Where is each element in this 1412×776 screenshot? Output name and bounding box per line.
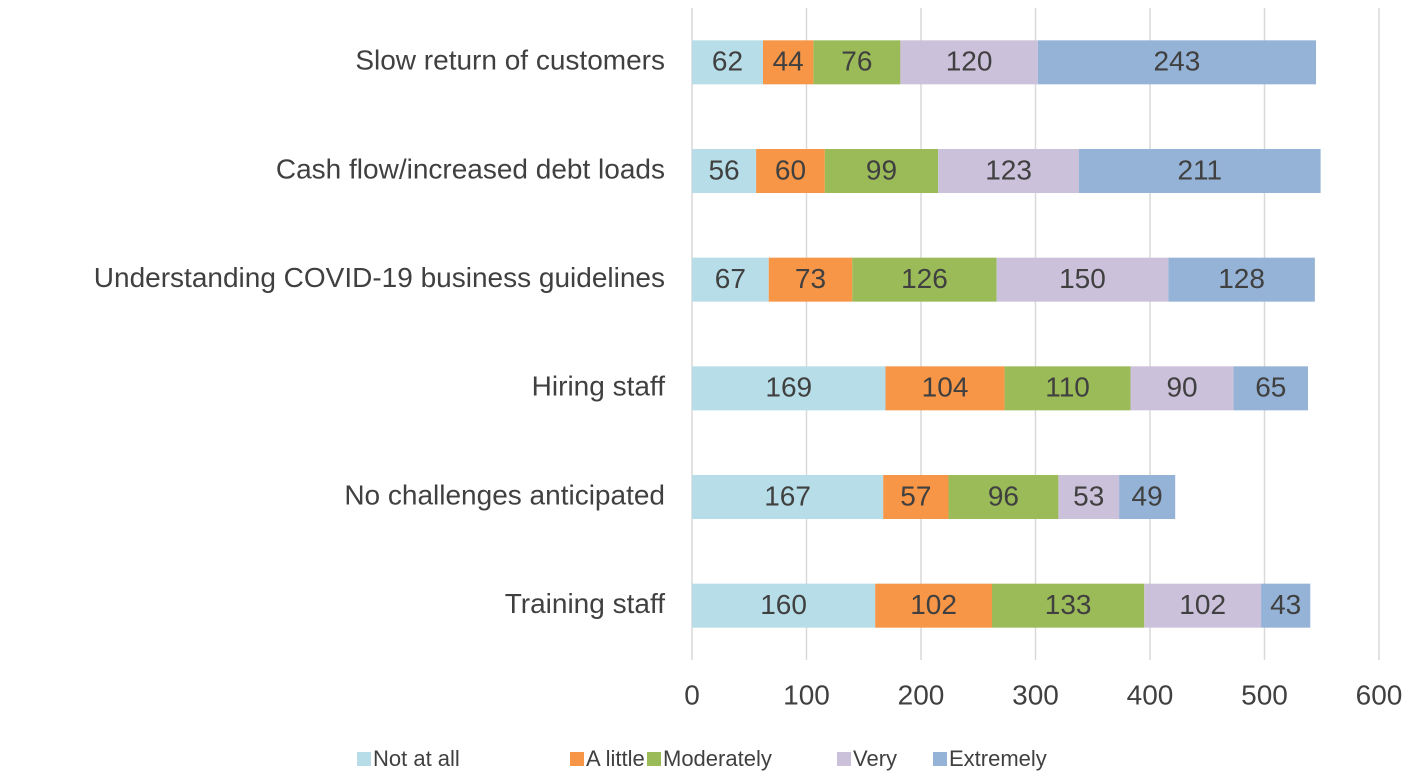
data-label: 57 [900,480,931,511]
data-label: 167 [764,480,811,511]
bar-segment [1168,257,1315,302]
bar-segment [1261,583,1311,628]
data-label: 53 [1073,480,1104,511]
legend-swatch [357,752,371,766]
data-label: 133 [1045,589,1092,620]
data-label: 65 [1255,372,1286,403]
data-label: 67 [715,263,746,294]
category-label: Understanding COVID-19 business guidelin… [94,262,665,293]
bar-segment [824,149,939,193]
bar-segment [875,583,992,628]
data-label: 150 [1059,263,1106,294]
bar-segment [991,583,1145,628]
data-label: 169 [765,372,812,403]
bar-segment [996,257,1169,302]
data-label: 73 [795,263,826,294]
data-label: 43 [1270,589,1301,620]
data-label: 56 [708,154,739,185]
data-label: 128 [1218,263,1265,294]
legend-label: A little [586,746,645,771]
bar-segment [883,475,949,519]
bar-segment [948,475,1059,519]
bar-segment [1130,366,1234,411]
category-label: Hiring staff [532,371,666,402]
data-label: 243 [1154,46,1201,77]
data-label: 60 [775,154,806,185]
data-label: 123 [985,154,1032,185]
bar-segment [762,40,814,85]
x-tick-label: 400 [1127,679,1174,710]
bar-segment [938,149,1080,193]
data-label: 160 [760,589,807,620]
legend-swatch [837,752,851,766]
bar-segment [692,40,763,85]
bar-segment [1004,366,1131,411]
bar-segment [852,257,997,302]
x-tick-label: 600 [1356,679,1403,710]
x-tick-label: 0 [684,679,700,710]
legend-swatch [933,752,947,766]
category-label: Slow return of customers [355,45,665,76]
x-tick-label: 300 [1012,679,1059,710]
data-label: 76 [841,46,872,77]
data-label: 49 [1132,480,1163,511]
bar-segment [692,366,886,411]
bar-segment [692,583,876,628]
legend-swatch [647,752,661,766]
data-label: 211 [1177,154,1222,185]
data-label: 120 [946,46,993,77]
category-label: No challenges anticipated [344,479,665,510]
data-label: 96 [988,480,1019,511]
bar-segment [900,40,1038,85]
bar-segment [692,475,884,519]
bar-segment [768,257,853,302]
data-label: 102 [1179,589,1226,620]
bar-segment [1058,475,1120,519]
data-label: 90 [1166,372,1197,403]
bar-segment [692,149,757,193]
data-label: 104 [922,372,969,403]
legend-label: Not at all [373,746,460,771]
category-label: Training staff [505,588,666,619]
x-tick-label: 100 [783,679,830,710]
bar-segment [1079,149,1321,193]
bar-segment [692,257,769,302]
bar-segment [1233,366,1309,411]
data-label: 110 [1045,372,1090,403]
legend-label: Very [853,746,897,771]
x-tick-label: 500 [1241,679,1288,710]
bar-segment [1037,40,1317,85]
legend-swatch [570,752,584,766]
bar-segment [1119,475,1176,519]
data-label: 62 [712,46,743,77]
data-label: 102 [910,589,957,620]
data-label: 99 [866,154,897,185]
legend-label: Extremely [949,746,1047,771]
bar-segment [756,149,825,193]
bar-segment [1144,583,1262,628]
bar-segment [813,40,901,85]
category-label: Cash flow/increased debt loads [276,153,665,184]
data-label: 44 [773,46,804,77]
bar-segment [885,366,1005,411]
legend-label: Moderately [663,746,772,771]
data-label: 126 [901,263,948,294]
x-tick-label: 200 [898,679,945,710]
